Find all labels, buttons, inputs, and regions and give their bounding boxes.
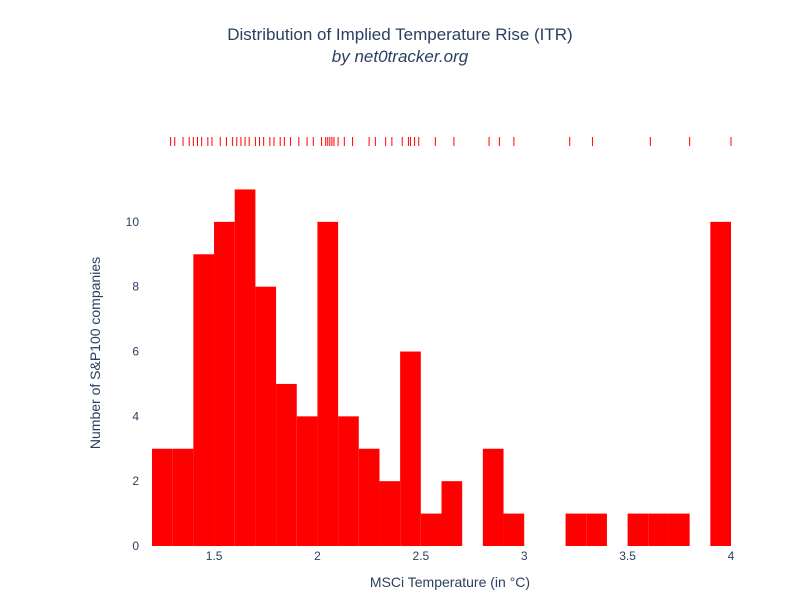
histogram-bar bbox=[172, 448, 194, 546]
histogram-bar bbox=[565, 513, 587, 546]
x-tick-label: 1.5 bbox=[206, 549, 223, 563]
x-tick-label: 2.5 bbox=[412, 549, 429, 563]
y-tick-label: 8 bbox=[132, 280, 139, 294]
y-tick-label: 0 bbox=[132, 539, 139, 553]
histogram-bar bbox=[648, 513, 669, 546]
rug-plot bbox=[170, 137, 732, 146]
histogram-bar bbox=[379, 481, 401, 546]
y-tick-label: 4 bbox=[132, 409, 139, 423]
histogram-bar bbox=[358, 448, 380, 546]
histogram-bar bbox=[627, 513, 649, 546]
chart-title: Distribution of Implied Temperature Rise… bbox=[227, 25, 572, 44]
histogram-bar bbox=[586, 513, 607, 546]
histogram-bar bbox=[400, 351, 421, 546]
histogram-bar bbox=[710, 221, 731, 547]
histogram-bar bbox=[482, 448, 504, 546]
y-axis-ticks: 0 2 4 6 8 10 bbox=[126, 215, 140, 553]
histogram-bar bbox=[441, 481, 463, 546]
x-axis-title: MSCi Temperature (in °C) bbox=[370, 574, 530, 590]
histogram-bar bbox=[276, 383, 297, 546]
histogram-bar bbox=[234, 189, 256, 546]
chart-subtitle: by net0tracker.org bbox=[332, 47, 469, 66]
x-axis-ticks: 1.5 2 2.5 3 3.5 4 bbox=[206, 549, 735, 563]
x-tick-label: 4 bbox=[728, 549, 735, 563]
x-tick-label: 3 bbox=[521, 549, 528, 563]
x-tick-label: 3.5 bbox=[619, 549, 636, 563]
x-tick-label: 2 bbox=[314, 549, 321, 563]
histogram-bar bbox=[193, 254, 215, 546]
histogram-bar bbox=[296, 416, 318, 546]
histogram-bar bbox=[420, 513, 442, 546]
histogram-bar bbox=[338, 416, 359, 546]
histogram-bar bbox=[668, 513, 690, 546]
histogram-bar bbox=[317, 221, 339, 547]
histogram-bar bbox=[214, 221, 235, 547]
y-tick-label: 6 bbox=[132, 345, 139, 359]
histogram-bars bbox=[152, 189, 731, 547]
histogram-bar bbox=[152, 448, 173, 546]
histogram-bar bbox=[255, 286, 277, 546]
y-tick-label: 2 bbox=[132, 474, 139, 488]
histogram-bar bbox=[503, 513, 525, 546]
y-axis-title: Number of S&P100 companies bbox=[87, 257, 103, 449]
y-tick-label: 10 bbox=[126, 215, 140, 229]
